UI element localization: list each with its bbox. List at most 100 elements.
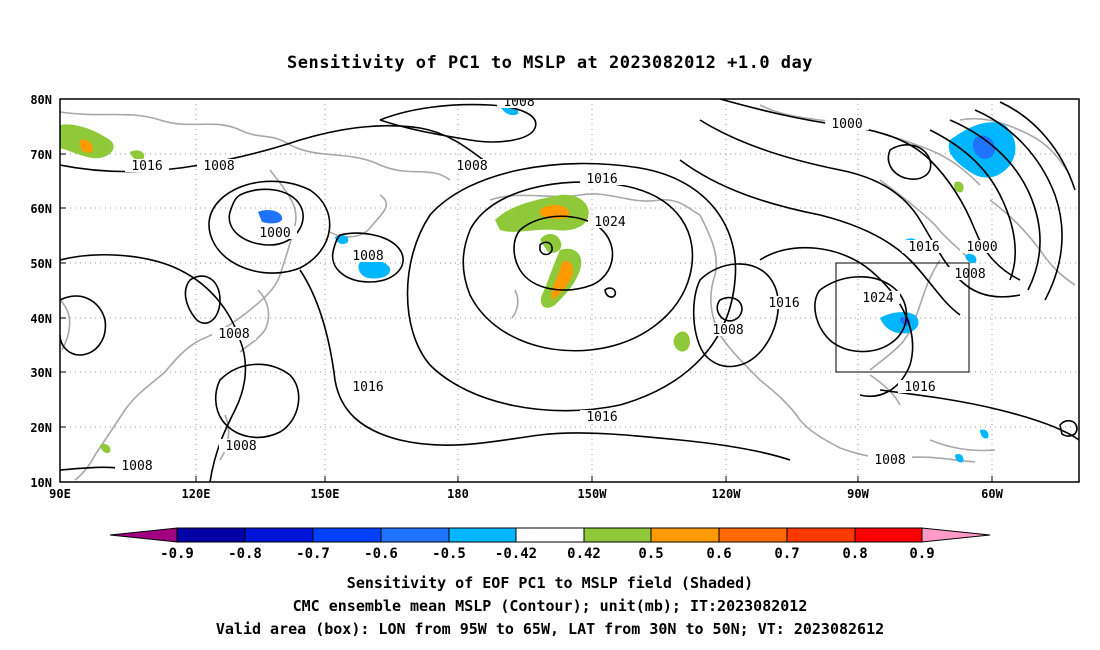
contour-label: 1024 <box>594 215 625 230</box>
north-america-west-coast <box>699 214 841 449</box>
contour-1008-california <box>692 263 780 368</box>
contour-labels: 1008 1000 1016 1008 1008 1016 1024 1000 <box>115 99 1004 474</box>
clabel-bg <box>346 249 390 262</box>
clabel-bg <box>346 380 390 393</box>
lat-label: 10N <box>30 476 52 490</box>
clabel-bg <box>219 439 263 452</box>
contour-label: 1008 <box>121 459 152 474</box>
lon-label: 90W <box>847 487 869 501</box>
contour-label: 1000 <box>259 226 290 241</box>
clabel-bg <box>706 323 750 336</box>
mslp-contours <box>60 99 1079 482</box>
contour-label: 1000 <box>966 240 997 255</box>
contour-label: 1008 <box>218 327 249 342</box>
colorbar-segment <box>244 527 314 543</box>
clabel-bg <box>197 159 241 172</box>
clabel-bg <box>868 453 912 466</box>
colorbar-label: -0.42 <box>495 546 537 562</box>
shade-positive-baja <box>673 331 690 352</box>
lon-label: 180 <box>447 487 469 501</box>
contour-label: 1008 <box>874 453 905 468</box>
contour-1016-south <box>299 269 791 461</box>
contour-label: 1016 <box>768 296 799 311</box>
contour-atlantic-pocket <box>1059 419 1078 437</box>
lon-label: 60W <box>981 487 1003 501</box>
colorbar-label: 0.8 <box>842 546 867 562</box>
china-coast <box>74 371 166 481</box>
colorbar-label: -0.9 <box>160 546 194 562</box>
lon-label: 150E <box>311 487 340 501</box>
lon-label: 150W <box>578 487 608 501</box>
clabel-bg <box>125 159 169 172</box>
colorbar-label: 0.6 <box>706 546 731 562</box>
lat-label: 40N <box>30 312 52 326</box>
contour-1008-kuril <box>331 232 404 283</box>
clabel-bg <box>115 459 159 472</box>
contour-label: 1000 <box>831 117 862 132</box>
colorbar-label: 0.9 <box>909 546 934 562</box>
colorbar-right-triangle <box>921 527 991 543</box>
clabel-bg <box>960 240 1004 253</box>
caption-line-3: Valid area (box): LON from 95W to 65W, L… <box>216 620 884 638</box>
contour-1016-pacific-high <box>462 181 694 352</box>
map-frame <box>59 98 1080 483</box>
colorbar-segment <box>650 527 720 543</box>
contour-label: 1016 <box>904 380 935 395</box>
captions: Sensitivity of EOF PC1 to MSLP field (Sh… <box>216 574 884 638</box>
contour-1024-inner <box>539 241 553 256</box>
hudson-bay-coast <box>879 179 966 256</box>
colorbar-label: -0.5 <box>432 546 466 562</box>
contour-label: 1016 <box>131 159 162 174</box>
contour-1024-pacific <box>513 215 614 291</box>
contour-atlantic-d <box>999 101 1076 191</box>
contour-1008-south-asia <box>214 363 300 439</box>
contour-1024-na <box>814 275 908 353</box>
clabel-bg <box>497 99 541 108</box>
philippines-coast <box>219 414 230 461</box>
clabel-bg <box>580 410 624 423</box>
colorbar-label: -0.6 <box>364 546 398 562</box>
shade-positive-siberia-b <box>130 150 145 160</box>
shade-negative-labrador-core <box>972 135 995 159</box>
hawaii-islands <box>511 289 519 319</box>
tick-marks <box>60 98 993 482</box>
shade-negative-okhotsk <box>258 209 283 224</box>
alaska-coast <box>489 193 701 216</box>
shade-positive-hudson <box>954 181 964 193</box>
contour-atlantic-b <box>949 119 1041 291</box>
contour-1008-arctic-low <box>379 103 537 143</box>
colorbar-segment <box>854 527 923 543</box>
siberia-coast <box>60 111 451 181</box>
contour-atlantic-c <box>974 109 1063 301</box>
contour-label: 1008 <box>456 159 487 174</box>
caption-line-1: Sensitivity of EOF PC1 to MSLP field (Sh… <box>347 574 753 592</box>
clabel-bg <box>253 226 297 239</box>
colorbar-segment <box>786 527 856 543</box>
colorbar: -0.9 -0.8 -0.7 -0.6 -0.5 -0.42 0.42 0.5 … <box>109 527 991 562</box>
colorbar-label: 0.42 <box>567 546 601 562</box>
colorbar-label: -0.8 <box>228 546 262 562</box>
contour-label: 1008 <box>203 159 234 174</box>
clabel-bg <box>898 380 942 393</box>
clabel-bg <box>825 117 869 130</box>
clabel-bg <box>212 327 256 340</box>
florida-coast <box>869 374 901 406</box>
valid-area-box <box>835 262 970 373</box>
shade-orange-siberia <box>79 139 93 153</box>
contour-1008-california-inner <box>716 296 743 322</box>
colorbar-label: 0.5 <box>638 546 663 562</box>
lat-label: 30N <box>30 366 52 380</box>
contour-1008-west-asia <box>60 295 107 356</box>
shade-negative-kuril <box>358 260 391 279</box>
clabel-bg <box>450 159 494 172</box>
longitude-labels: 90E 120E 150E 180 150W 120W 90W 60W <box>49 487 1003 501</box>
contour-label: 1016 <box>586 172 617 187</box>
clabel-bg <box>580 172 624 185</box>
contour-label: 1008 <box>352 249 383 264</box>
clabel-bg <box>856 291 900 304</box>
colorbar-segment <box>448 527 517 543</box>
contour-1000-okhotsk-low <box>228 188 304 246</box>
contour-1008-asia-pocket <box>184 275 221 324</box>
colorbar-label: -0.7 <box>296 546 330 562</box>
